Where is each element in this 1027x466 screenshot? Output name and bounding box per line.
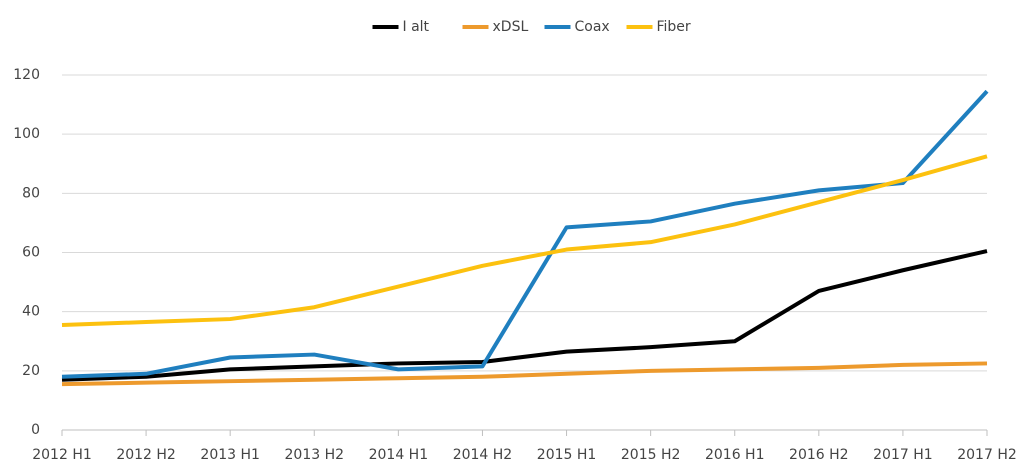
- x-tick-label: 2017 H2: [957, 447, 1017, 463]
- legend-label: xDSL: [493, 19, 529, 35]
- legend-label: I alt: [403, 19, 430, 35]
- x-tick-label: 2015 H2: [621, 447, 681, 463]
- x-tick-label: 2017 H1: [873, 447, 933, 463]
- x-tick-label: 2016 H2: [789, 447, 849, 463]
- line-series: [61, 249, 988, 382]
- x-tick-label: 2014 H2: [453, 447, 513, 463]
- y-tick-label: 120: [13, 67, 40, 83]
- legend-label: Coax: [575, 19, 610, 35]
- y-tick-label: 100: [13, 126, 40, 142]
- y-tick-label: 0: [31, 422, 40, 438]
- x-tick-label: 2015 H1: [537, 447, 597, 463]
- x-tick-label: 2012 H1: [32, 447, 92, 463]
- line-series: [61, 361, 988, 387]
- y-tick-label: 60: [22, 245, 40, 261]
- y-tick-label: 80: [22, 185, 40, 201]
- x-tick-label: 2014 H1: [369, 447, 429, 463]
- y-tick-label: 40: [22, 304, 40, 320]
- line-series: [61, 154, 988, 327]
- x-tick-label: 2016 H1: [705, 447, 765, 463]
- x-tick-label: 2012 H2: [116, 447, 176, 463]
- y-tick-label: 20: [22, 363, 40, 379]
- x-tick-label: 2013 H2: [285, 447, 345, 463]
- x-tick-label: 2013 H1: [200, 447, 260, 463]
- line-series: [61, 89, 989, 379]
- legend-label: Fiber: [657, 19, 691, 35]
